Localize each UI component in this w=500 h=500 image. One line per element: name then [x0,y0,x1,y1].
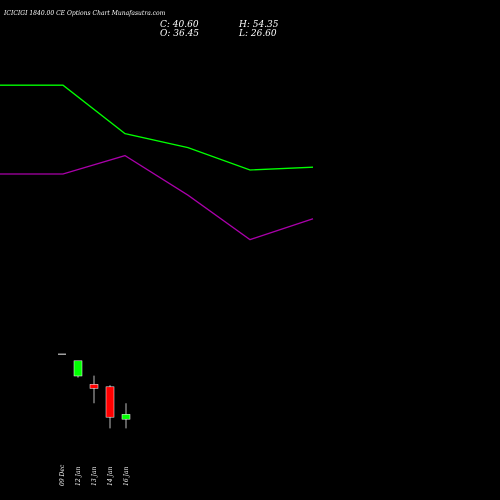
candle-body [73,360,83,377]
chart-title: ICICIGI 1840.00 CE Options Chart Munafas… [4,10,166,17]
x-tick-label: 14 Jan [107,466,114,486]
candle [105,385,115,429]
candle [121,403,131,429]
indicator-line-2 [0,154,314,241]
close-value: C: 40.60 [160,20,199,30]
candle-body [89,384,99,389]
candle-body [121,414,131,420]
candle-body [105,386,115,418]
open-value: O: 36.45 [160,29,200,39]
x-tick-label: 09 Dec [59,464,66,486]
candle [73,360,83,378]
x-tick-label: 16 Jan [123,466,130,486]
candle [89,375,99,404]
indicator-line-1 [0,84,314,171]
high-value: H: 54.35 [239,20,279,30]
x-tick-label: 12 Jan [75,466,82,486]
low-value: L: 26.60 [239,29,277,39]
x-tick-label: 13 Jan [91,466,98,486]
